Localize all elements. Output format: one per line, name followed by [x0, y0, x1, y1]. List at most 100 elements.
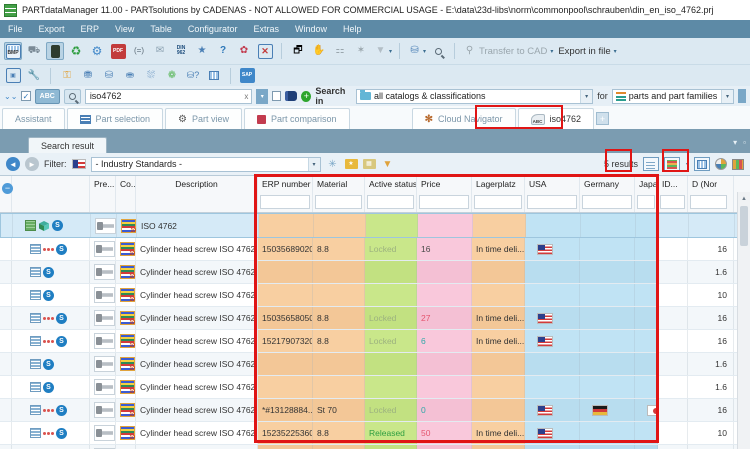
usa-cell[interactable] — [525, 399, 580, 421]
chevron-down-icon[interactable]: ▾ — [307, 157, 320, 171]
material-filter-input[interactable] — [315, 195, 362, 209]
price-cell[interactable]: 27 — [417, 307, 472, 329]
table-view-button[interactable] — [694, 157, 710, 171]
tab-part-selection[interactable]: Part selection — [66, 108, 164, 129]
erp-cell[interactable]: *#13128884... — [258, 399, 313, 421]
tab-assistant[interactable]: Assistant — [2, 108, 65, 129]
material-cell[interactable] — [313, 261, 365, 283]
d-cell[interactable]: 1.6 — [688, 261, 734, 283]
erp-cell[interactable]: 15235225360 — [258, 422, 313, 444]
part-preview-thumbnail[interactable] — [94, 379, 115, 395]
filter-settings-icon[interactable]: ✳ — [328, 158, 337, 170]
lagerplatz-cell[interactable]: In time deli... — [472, 307, 525, 329]
panel-layout-button[interactable]: ▣ — [4, 67, 22, 85]
erp-cell[interactable] — [258, 261, 313, 283]
part-preview-thumbnail[interactable] — [94, 402, 115, 418]
search-query[interactable]: iso4762 — [89, 91, 122, 101]
japan-cell[interactable] — [635, 330, 658, 352]
view-direction-button[interactable]: ▼ ▾ — [373, 42, 392, 60]
material-cell[interactable]: St 70 — [313, 399, 365, 421]
id-cell[interactable] — [658, 399, 688, 421]
settings-globe-button[interactable]: ⚙ — [88, 42, 106, 60]
column-header-germany[interactable]: Germany — [580, 176, 635, 192]
help-button[interactable]: ? — [214, 42, 232, 60]
export-in-file-button[interactable]: Export in file ▾ — [558, 45, 617, 57]
id-cell[interactable] — [658, 376, 688, 398]
d-cell[interactable]: 16 — [688, 307, 734, 329]
transfer-to-cad-button[interactable]: ⚲ Transfer to CAD ▾ — [462, 42, 553, 60]
description-cell[interactable]: Cylinder head screw ISO 4762 ... — [136, 261, 258, 283]
save-filter-icon[interactable]: ▦ — [362, 159, 376, 169]
status-cell[interactable]: Released — [365, 422, 417, 444]
price-cell[interactable]: 6 — [417, 330, 472, 352]
usa-cell[interactable] — [525, 238, 580, 260]
germany-cell[interactable] — [580, 261, 635, 283]
status-cell[interactable]: Locked — [365, 399, 417, 421]
usa-cell[interactable] — [525, 445, 580, 449]
menu-item-help[interactable]: Help — [342, 24, 362, 34]
column-header-id[interactable]: ID... — [658, 176, 688, 192]
panel-float-icon[interactable]: ▫ — [743, 138, 746, 147]
price-cell[interactable] — [417, 284, 472, 306]
germany-filter-input[interactable] — [582, 195, 632, 209]
japan-cell[interactable] — [635, 445, 658, 449]
erp-filter-input[interactable] — [260, 195, 310, 209]
usa-cell[interactable] — [525, 261, 580, 283]
lagerplatz-cell[interactable] — [472, 399, 525, 421]
table-view-button[interactable] — [205, 67, 223, 85]
column-header-lagerplatz[interactable]: Lagerplatz — [472, 176, 525, 192]
back-button[interactable]: ◄ — [6, 157, 20, 171]
funnel-icon[interactable]: ▼ — [382, 158, 393, 170]
japan-cell[interactable] — [635, 376, 658, 398]
germany-cell[interactable] — [580, 307, 635, 329]
3d-view-button[interactable]: 🗗 — [289, 42, 307, 60]
material-cell[interactable] — [313, 284, 365, 306]
table-row[interactable]: S 10 Cylinder head screw ISO 4762 ... 15… — [0, 330, 750, 353]
parent-row-iso4762[interactable]: − S — [0, 183, 750, 238]
germany-cell[interactable] — [580, 445, 635, 449]
erp-cell[interactable] — [258, 284, 313, 306]
d-cell[interactable] — [688, 445, 734, 449]
germany-cell[interactable] — [580, 238, 635, 260]
disc-view-icon[interactable] — [715, 158, 727, 170]
price-cell[interactable] — [417, 261, 472, 283]
panel-menu-icon[interactable]: ▾ — [733, 138, 738, 147]
table-row[interactable]: S 10 Cylinder head screw ISO 4762 ... — [0, 445, 750, 449]
erp-cell[interactable]: 15035689020 — [258, 238, 313, 260]
menu-item-file[interactable]: File — [8, 24, 23, 34]
erp-cell[interactable] — [258, 353, 313, 375]
collapse-chevrons-icon[interactable]: ⌄⌄ — [4, 91, 18, 101]
add-tab-button[interactable]: + — [596, 112, 610, 125]
japan-filter-input[interactable] — [637, 195, 655, 209]
germany-cell[interactable] — [580, 399, 635, 421]
search-for-combo[interactable]: parts and part families ▾ — [611, 88, 734, 104]
column-header-country[interactable]: Co... — [116, 176, 136, 192]
part-preview-thumbnail[interactable] — [94, 425, 115, 441]
price-cell[interactable]: 0 — [417, 399, 472, 421]
eco-button[interactable]: ❁ — [163, 67, 181, 85]
lagerplatz-cell[interactable] — [472, 445, 525, 449]
erp-cell[interactable]: 15217907320 — [258, 330, 313, 352]
status-cell[interactable] — [365, 376, 417, 398]
table-row[interactable]: S 10 Cylinder head screw ISO 4762 ... *#… — [0, 399, 750, 422]
lagerplatz-cell[interactable]: In time deli... — [472, 330, 525, 352]
id-cell[interactable] — [658, 330, 688, 352]
price-filter-input[interactable] — [419, 195, 469, 209]
usa-cell[interactable] — [525, 307, 580, 329]
usa-cell[interactable] — [525, 376, 580, 398]
price-cell[interactable]: 16 — [417, 238, 472, 260]
part-preview-thumbnail[interactable] — [95, 217, 116, 234]
status-cell[interactable] — [365, 261, 417, 283]
usa-cell[interactable] — [525, 284, 580, 306]
d-cell[interactable]: 16 — [688, 238, 734, 260]
d-filter-input[interactable] — [690, 195, 727, 209]
germany-cell[interactable] — [580, 376, 635, 398]
tab-cloud-navigator[interactable]: ✻ Cloud Navigator — [411, 108, 516, 129]
part-preview-thumbnail[interactable] — [94, 310, 115, 326]
germany-cell[interactable] — [580, 353, 635, 375]
menu-item-table[interactable]: Table — [150, 24, 172, 34]
usa-filter-input[interactable] — [527, 195, 577, 209]
table-row[interactable]: S 10 Cylinder head screw ISO 4762 ... 15… — [0, 307, 750, 330]
menu-item-window[interactable]: Window — [294, 24, 327, 34]
description-cell[interactable]: Cylinder head screw ISO 4762 ... — [136, 330, 258, 352]
